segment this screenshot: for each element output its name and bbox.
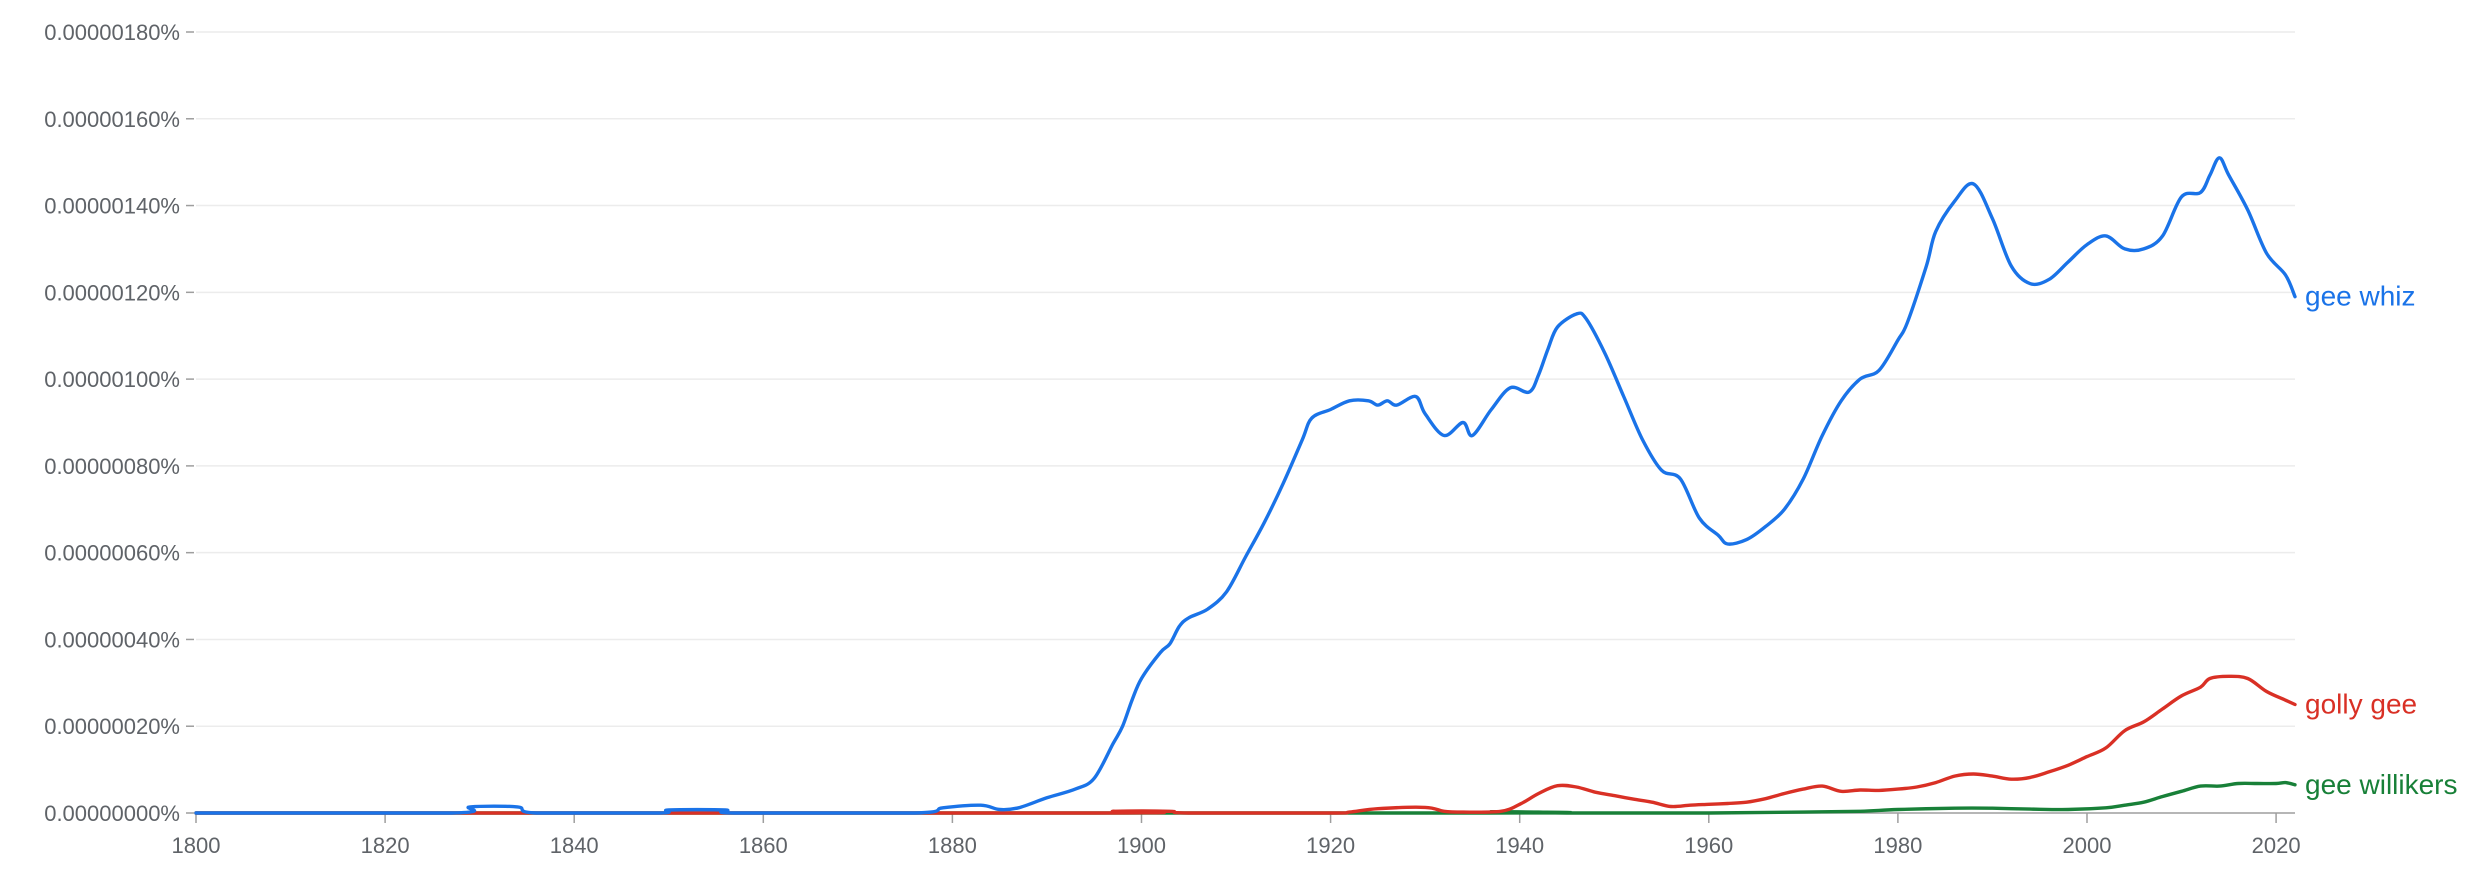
y-tick-label: 0.00000180% bbox=[44, 20, 180, 45]
y-tick-label: 0.00000000% bbox=[44, 801, 180, 826]
x-tick-label: 1960 bbox=[1684, 833, 1733, 858]
y-tick-label: 0.00000060% bbox=[44, 541, 180, 566]
x-tick-label: 1840 bbox=[550, 833, 599, 858]
x-tick-label: 1880 bbox=[928, 833, 977, 858]
series-line-gee-whiz bbox=[194, 156, 2297, 815]
y-tick-label: 0.00000040% bbox=[44, 627, 180, 652]
y-tick-label: 0.00000160% bbox=[44, 107, 180, 132]
x-tick-label: 2000 bbox=[2063, 833, 2112, 858]
series-lines bbox=[194, 156, 2297, 815]
x-tick-label: 2020 bbox=[2252, 833, 2301, 858]
grid-lines bbox=[196, 31, 2295, 727]
series-label-gee-willikers: gee willikers bbox=[2305, 769, 2458, 800]
x-tick-label: 1820 bbox=[361, 833, 410, 858]
x-tick-label: 1860 bbox=[739, 833, 788, 858]
series-labels: gee whiz golly gee gee willikers bbox=[2305, 281, 2458, 800]
series-line-gee-willikers bbox=[194, 780, 2297, 815]
y-tick-label: 0.00000080% bbox=[44, 454, 180, 479]
x-tick-label: 1800 bbox=[172, 833, 221, 858]
series-line-golly-gee bbox=[194, 674, 2297, 815]
x-tick-label: 1980 bbox=[1873, 833, 1922, 858]
x-tick-label: 1940 bbox=[1495, 833, 1544, 858]
y-tick-label: 0.00000140% bbox=[44, 194, 180, 219]
x-axis: 1800 1820 1840 1860 1880 1900 1920 1940 1960 1980… bbox=[172, 812, 2301, 858]
x-tick-label: 1900 bbox=[1117, 833, 1166, 858]
y-tick-label: 0.00000100% bbox=[44, 367, 180, 392]
series-label-golly-gee: golly gee bbox=[2305, 689, 2417, 720]
y-tick-label: 0.00000020% bbox=[44, 714, 180, 739]
x-tick-label: 1920 bbox=[1306, 833, 1355, 858]
y-axis: 0.00000000% 0.00000020% 0.00000040% 0.00000… bbox=[44, 20, 194, 826]
y-tick-label: 0.00000120% bbox=[44, 280, 180, 305]
series-label-gee-whiz: gee whiz bbox=[2305, 281, 2416, 312]
